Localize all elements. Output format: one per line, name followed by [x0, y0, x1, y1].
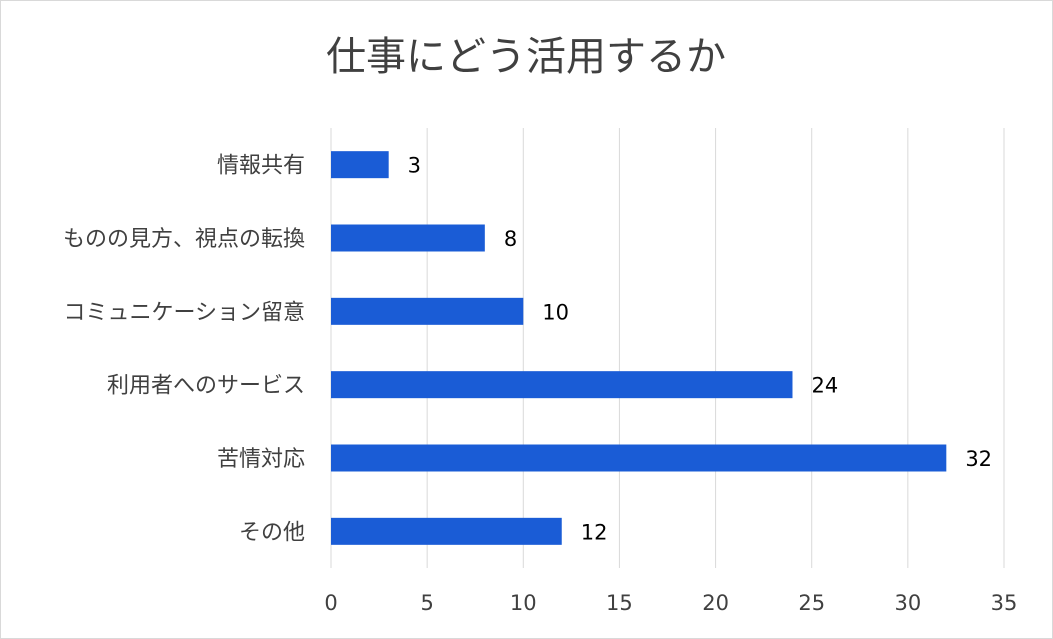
- x-tick-label: 30: [894, 591, 921, 615]
- chart-title: 仕事にどう活用するか: [326, 34, 726, 80]
- category-label: コミュニケーション留意: [63, 300, 305, 325]
- bar-0: [331, 151, 389, 179]
- data-label: 3: [408, 154, 421, 178]
- x-tick-label: 15: [606, 591, 633, 615]
- x-tick-label: 5: [420, 591, 433, 615]
- x-tick-label: 20: [702, 591, 729, 615]
- bar-3: [331, 371, 793, 399]
- data-label: 24: [811, 374, 838, 398]
- bar-4: [331, 444, 947, 472]
- x-tick-label: 0: [324, 591, 337, 615]
- data-label: 12: [581, 520, 608, 544]
- category-label: 苦情対応: [217, 447, 305, 472]
- data-label: 8: [504, 227, 517, 251]
- data-labels: 3 8 10 24 32 12: [408, 154, 992, 545]
- data-label: 32: [965, 447, 992, 471]
- x-tick-label: 35: [991, 591, 1018, 615]
- bars: [331, 151, 947, 545]
- category-label: その他: [239, 520, 305, 545]
- category-labels: 情報共有ものの見方、視点の転換コミュニケーション留意利用者へのサービス苦情対応そ…: [63, 154, 305, 546]
- data-label: 10: [542, 300, 569, 324]
- gridlines: [330, 128, 1005, 568]
- x-axis-tick-labels: 0 5 10 15 20 25 30 35: [324, 591, 1017, 615]
- x-tick-label: 25: [798, 591, 825, 615]
- category-label: ものの見方、視点の転換: [63, 227, 305, 252]
- bar-2: [331, 297, 524, 325]
- bar-5: [331, 517, 562, 545]
- category-label: 利用者へのサービス: [107, 374, 305, 399]
- bar-1: [331, 224, 485, 252]
- category-label: 情報共有: [217, 154, 305, 179]
- x-tick-label: 10: [510, 591, 537, 615]
